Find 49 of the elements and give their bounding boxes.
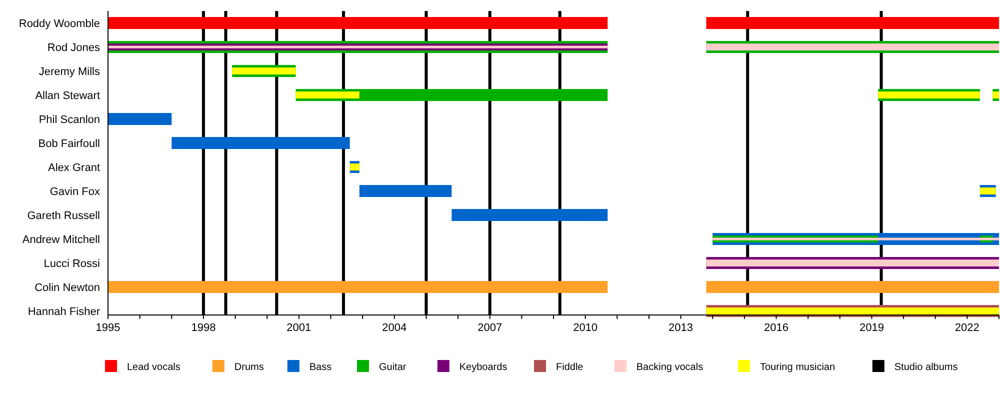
x-tick-label: 1998 (191, 322, 216, 334)
y-tick-label: Alex Grant (48, 162, 100, 174)
x-tick-label: 2019 (859, 322, 884, 334)
x-tick-label: 2013 (668, 322, 694, 334)
legend-label: Backing vocals (636, 362, 704, 373)
legend-label: Drums (234, 362, 264, 373)
legend-label: Keyboards (459, 362, 508, 373)
x-tick-label: 2022 (954, 322, 980, 334)
bar (108, 17, 608, 29)
legend-label: Fiddle (556, 362, 584, 373)
bar (108, 113, 172, 125)
x-tick-label: 1995 (96, 322, 120, 334)
y-tick-label: Colin Newton (34, 282, 100, 294)
bar (712, 238, 999, 240)
bar (706, 17, 999, 29)
legend-label: Studio albums (894, 362, 958, 373)
bar (878, 92, 980, 98)
legend-label: Lead vocals (127, 362, 180, 373)
y-tick-label: Jeremy Mills (38, 66, 100, 78)
bar (980, 188, 996, 194)
bar (296, 92, 360, 98)
bar (108, 281, 608, 293)
bar (172, 137, 350, 149)
y-tick-label: Allan Stewart (35, 90, 100, 102)
x-tick-label: 2007 (478, 322, 502, 334)
bar (706, 308, 999, 314)
y-tick-label: Rod Jones (47, 42, 100, 54)
bar (706, 281, 999, 293)
x-tick-label: 2016 (764, 322, 788, 334)
bar (359, 185, 452, 197)
y-tick-label: Gareth Russell (27, 210, 100, 222)
bar (350, 164, 360, 170)
bar (706, 44, 999, 50)
bar (232, 68, 296, 74)
bar (452, 209, 608, 221)
y-tick-label: Gavin Fox (50, 186, 100, 198)
legend-label: Touring musician (760, 362, 836, 373)
legend-label: Guitar (379, 362, 407, 373)
bar (992, 92, 999, 98)
legend-label: Bass (309, 362, 332, 373)
y-tick-label: Bob Fairfoull (38, 138, 100, 150)
y-tick-label: Lucci Rossi (44, 258, 100, 270)
x-tick-label: 2001 (286, 322, 312, 334)
x-tick-label: 2010 (573, 322, 598, 334)
y-tick-label: Phil Scanlon (38, 114, 100, 126)
y-tick-label: Hannah Fisher (28, 306, 100, 318)
y-tick-label: Roddy Woomble (18, 18, 100, 30)
y-tick-label: Andrew Mitchell (22, 234, 100, 246)
x-tick-label: 2004 (382, 322, 407, 334)
